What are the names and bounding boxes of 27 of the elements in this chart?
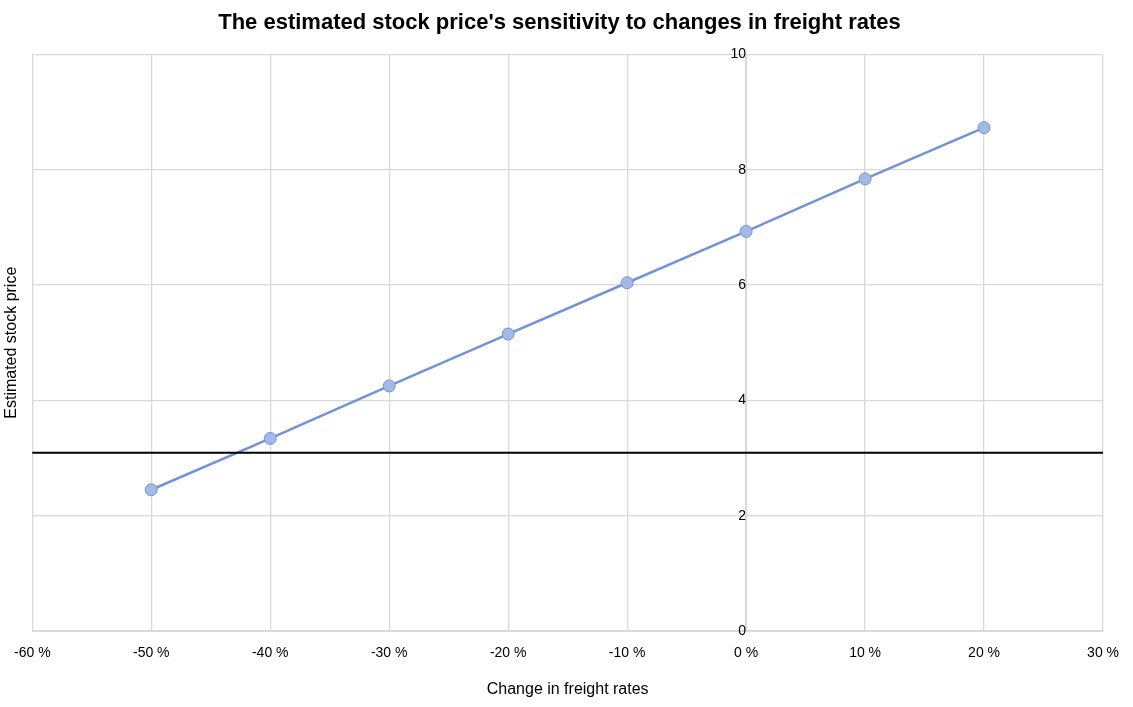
point (144, 483, 158, 497)
x-tick-label: -10 % (608, 644, 646, 661)
y-tick-label: 6 (738, 275, 747, 292)
point (739, 224, 753, 238)
x-tick-label: 10 % (849, 644, 882, 661)
point (382, 379, 396, 393)
point (501, 327, 515, 341)
y-tick-label: 2 (738, 506, 747, 523)
x-tick-label: -40 % (251, 644, 289, 661)
x-tick-label: 0 % (734, 644, 759, 661)
point (620, 276, 634, 290)
point (977, 121, 991, 135)
point (263, 431, 277, 445)
x-tick-label: 30 % (1087, 644, 1120, 661)
x-tick-label: -50 % (132, 644, 170, 661)
x-tick-label: -30 % (370, 644, 408, 661)
y-axis-title: Estimated stock price (2, 266, 20, 419)
x-tick-label: -20 % (489, 644, 527, 661)
x-axis-title: Change in freight rates (486, 679, 649, 697)
chart-title: The estimated stock price's sensitivity to changes in freight rates (218, 9, 901, 35)
y-tick-label: 10 (730, 45, 747, 62)
point (858, 172, 872, 186)
y-tick-label: 0 (738, 621, 747, 638)
y-tick-label: 8 (738, 160, 747, 177)
x-tick-label: 20 % (968, 644, 1001, 661)
y-tick-label: 4 (738, 391, 747, 408)
x-tick-label: -60 % (14, 644, 51, 661)
